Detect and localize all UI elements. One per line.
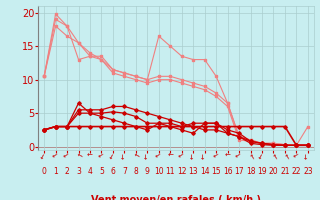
Text: ←: ← (179, 153, 185, 159)
Text: ←: ← (40, 153, 48, 161)
Text: ←: ← (110, 153, 116, 159)
Text: ←: ← (64, 153, 70, 159)
Text: ←: ← (189, 153, 197, 161)
Text: ←: ← (304, 153, 312, 161)
Text: ←: ← (281, 153, 289, 161)
Text: ←: ← (235, 153, 243, 161)
Text: ←: ← (292, 153, 300, 161)
Text: ←: ← (156, 153, 162, 159)
Text: ←: ← (258, 153, 266, 161)
Text: ←: ← (246, 153, 255, 161)
Text: ←: ← (86, 153, 94, 161)
Text: ←: ← (143, 153, 151, 161)
Text: ←: ← (225, 153, 230, 159)
Text: ←: ← (133, 153, 139, 159)
Text: ←: ← (167, 153, 173, 159)
Text: ←: ← (201, 153, 209, 161)
Text: ←: ← (99, 153, 104, 159)
Text: ←: ← (212, 153, 220, 161)
Text: ←: ← (75, 153, 83, 161)
Text: ←: ← (120, 153, 128, 161)
Text: ←: ← (52, 153, 60, 161)
X-axis label: Vent moyen/en rafales ( km/h ): Vent moyen/en rafales ( km/h ) (91, 195, 261, 200)
Text: ←: ← (270, 153, 276, 159)
